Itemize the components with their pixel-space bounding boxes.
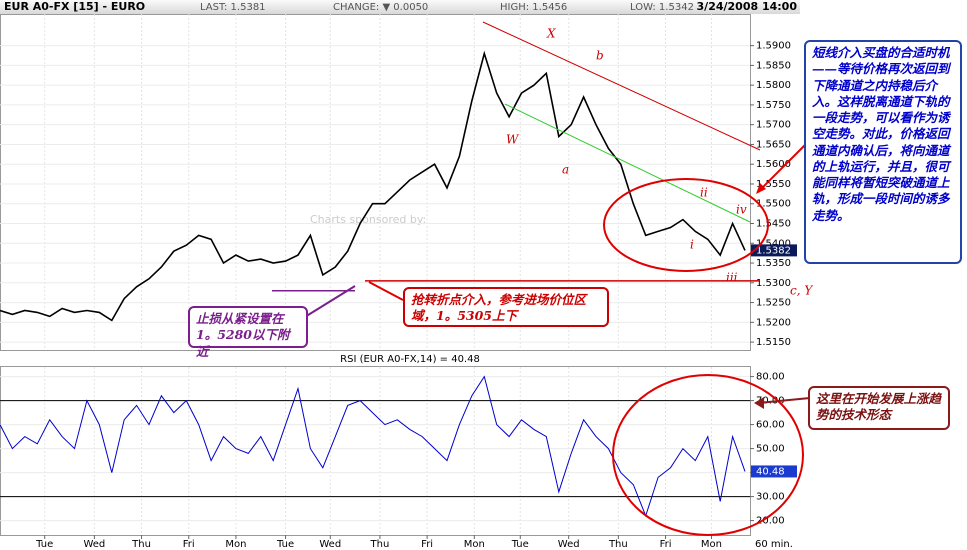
wave-label: W: [506, 133, 520, 147]
y-tick-label: 1.5800: [756, 80, 791, 91]
arrow: [757, 144, 806, 193]
wave-label: i: [690, 238, 694, 252]
x-tick-label: Mon: [464, 539, 485, 550]
plot-layer: 1.5150 1.5200 1.5250 1.5300 1.5350 1.5400 1.54…: [0, 14, 797, 550]
last-value-label: 40.48: [756, 466, 785, 477]
y-tick-label: 1.5500: [756, 199, 791, 210]
symbol: EUR A0-FX [15] - EURO: [4, 0, 145, 13]
y-tick-label: 1.5250: [756, 298, 791, 309]
watermark: Charts sponsored by:: [310, 213, 426, 226]
x-tick-label: Tue: [276, 539, 294, 550]
wave-label: iv: [736, 203, 747, 217]
y-tick-label: 1.5350: [756, 258, 791, 269]
highlight-circle: [612, 374, 804, 536]
x-unit: 60 min.: [755, 539, 793, 550]
datetime: 3/24/2008 14:00: [697, 0, 798, 13]
arrow: [299, 285, 356, 321]
x-tick-label: Thu: [131, 539, 151, 550]
highlight-circle: [603, 178, 769, 272]
y-tick-label: 50.00: [756, 444, 785, 455]
y-tick-label: 1.5150: [756, 337, 791, 348]
price-frame: [0, 14, 751, 351]
y-tick-label: 80.00: [756, 372, 785, 383]
y-tick-label: 1.5450: [756, 219, 791, 230]
change: CHANGE: ▼ 0.0050: [333, 2, 428, 13]
wave-label: X: [546, 27, 556, 41]
y-tick-label: 1.5850: [756, 60, 791, 71]
y-tick-label: 1.5750: [756, 100, 791, 111]
arrow-head: [754, 397, 764, 409]
note: 止损从紧设置在1。5280以下附近: [188, 306, 308, 359]
note: 抢转折点介入，参考进场价位区域，1。5305上下: [403, 287, 609, 327]
high: HIGH: 1.5456: [500, 2, 567, 13]
series-line: [0, 375, 746, 518]
x-tick-label: Thu: [370, 539, 390, 550]
y-tick-label: 1.5400: [756, 238, 791, 249]
header-bar: [0, 0, 800, 14]
note: 这里在开始发展上涨趋势的技术形态: [808, 386, 950, 430]
series-line: [0, 50, 746, 322]
x-tick-label: Mon: [225, 539, 246, 550]
arrow: [368, 281, 404, 301]
channel-lower: [504, 103, 751, 223]
y-tick-label: 1.5700: [756, 120, 791, 131]
x-tick-label: Tue: [511, 539, 529, 550]
panel-title: RSI (EUR A0-FX,14) = 40.48: [340, 354, 480, 365]
x-tick-label: Fri: [183, 539, 195, 550]
arrow-head: [756, 183, 766, 194]
y-tick-label: 60.00: [756, 420, 785, 431]
y-tick-label: 1.5650: [756, 139, 791, 150]
y-tick-label: 1.5300: [756, 278, 791, 289]
x-tick-label: Mon: [701, 539, 722, 550]
last-value-box: [751, 465, 797, 478]
wave-label: iii: [726, 271, 738, 285]
x-tick-label: Wed: [319, 539, 341, 550]
wave-label: ii: [700, 186, 708, 200]
wave-label: c, Y: [790, 284, 813, 298]
x-tick-label: Fri: [421, 539, 433, 550]
note: 短线介入买盘的合适时机——等待价格再次返回到下降通道之内持稳后介入。这样脱离通道…: [804, 40, 962, 264]
y-tick-label: 1.5900: [756, 41, 791, 52]
x-tick-label: Fri: [660, 539, 672, 550]
last-value-box: [751, 244, 797, 257]
y-tick-label: 1.5550: [756, 179, 791, 190]
x-tick-label: Tue: [35, 539, 53, 550]
arrow: [757, 397, 811, 404]
wave-label: b: [596, 49, 604, 63]
y-tick-label: 1.5200: [756, 317, 791, 328]
wave-label: a: [562, 163, 569, 177]
x-tick-label: Wed: [558, 539, 580, 550]
channel-upper: [482, 21, 761, 151]
last: LAST: 1.5381: [200, 2, 266, 13]
x-tick-label: Thu: [608, 539, 628, 550]
y-tick-label: 1.5600: [756, 159, 791, 170]
last-value-label: 1.5382: [756, 245, 791, 256]
y-tick-label: 20.00: [756, 516, 785, 527]
x-tick-label: Wed: [83, 539, 105, 550]
low: LOW: 1.5342: [630, 2, 694, 13]
rsi-frame: [0, 366, 751, 536]
y-tick-label: 30.00: [756, 492, 785, 503]
